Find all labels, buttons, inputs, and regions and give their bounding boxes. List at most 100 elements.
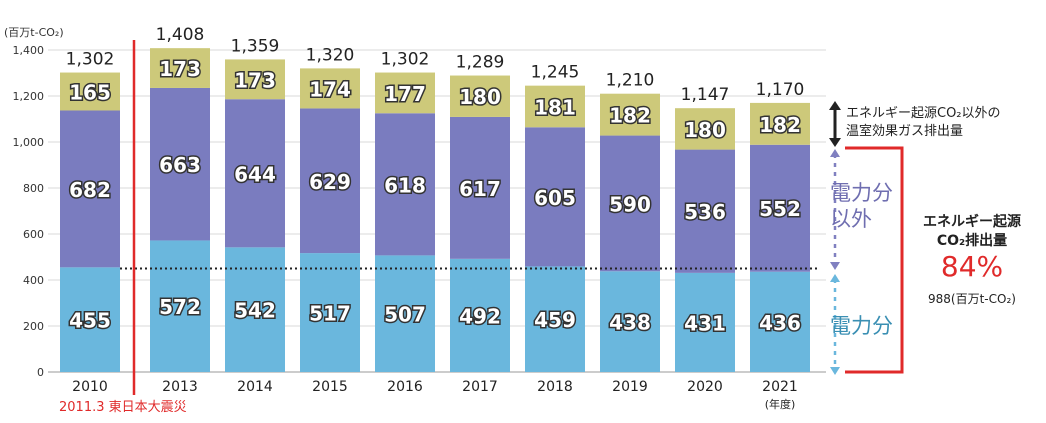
bar-totals: 1,302 1,408 1,359 1,320 1,302 1,289 1,245 1,210… — [66, 25, 805, 105]
x-tick-label: 2013 — [162, 379, 198, 395]
segment-value-label: 629 — [309, 170, 351, 194]
segment-value-label: 572 — [159, 295, 201, 319]
bars: 455 682 165 572 663 173 542 644 173 517 629 174 507 6… — [59, 40, 818, 415]
bar-segment — [450, 116, 510, 259]
bar-segment — [750, 144, 810, 272]
energy-co2-share: 84% — [941, 250, 1003, 283]
bar-segment — [225, 99, 285, 248]
segment-value-label: 542 — [234, 299, 276, 323]
segment-value-label: 181 — [534, 95, 576, 119]
bar-total-label: 1,302 — [381, 50, 430, 70]
right-annotations: エネルギー起源CO₂以外の 温室効果ガス排出量 電力分 以外 電力分 エネルギー… — [829, 101, 1021, 375]
x-tick-label: 2010 — [72, 379, 108, 395]
segment-value-label: 459 — [534, 308, 576, 332]
bar-segment — [150, 48, 210, 88]
segment-value-label: 536 — [684, 200, 726, 224]
y-tick-label: 200 — [23, 320, 44, 333]
bar-total-label: 1,408 — [156, 25, 205, 45]
non-power-label-line1: 電力分 — [830, 181, 893, 205]
bar-segment — [675, 149, 735, 273]
segment-value-label: 605 — [534, 186, 576, 210]
bar-total-label: 1,245 — [531, 63, 580, 83]
bar-segment — [375, 255, 435, 372]
bar-segment — [300, 68, 360, 109]
segment-value-label: 438 — [609, 311, 651, 335]
x-tick-label: 2017 — [462, 379, 498, 395]
segment-value-label: 436 — [759, 311, 801, 335]
segment-value-label: 431 — [684, 311, 726, 335]
energy-co2-bracket — [845, 146, 904, 374]
bar-segment — [525, 266, 585, 372]
non-power-arrow-up-icon — [830, 149, 840, 157]
x-tick-label: 2016 — [387, 379, 423, 395]
segment-value-label: 663 — [159, 153, 201, 177]
bar-segment — [450, 75, 510, 117]
segment-value-label: 173 — [234, 68, 276, 92]
y-tick-label: 600 — [23, 228, 44, 241]
x-tick-label: 2019 — [612, 379, 648, 395]
segment-value-label: 165 — [69, 81, 111, 105]
other-ghg-label-line2: 温室効果ガス排出量 — [846, 123, 963, 139]
bar-total-label: 1,359 — [231, 36, 280, 56]
bar-segment — [60, 72, 120, 111]
bar-segment — [525, 85, 585, 128]
y-tick-label: 1,200 — [13, 90, 45, 103]
y-tick-label: 0 — [37, 366, 44, 379]
segment-value-label: 492 — [459, 304, 501, 328]
bar-segment — [225, 59, 285, 100]
bar-segment — [375, 72, 435, 114]
power-arrow-up-icon — [830, 274, 840, 282]
segment-value-label: 517 — [309, 302, 351, 326]
x-tick-label: 2015 — [312, 379, 348, 395]
bar-total-label: 1,302 — [66, 50, 115, 70]
power-arrow-down-icon — [830, 367, 840, 375]
bar-segment — [300, 253, 360, 372]
non-power-label-line2: 以外 — [830, 207, 872, 231]
y-tick-label: 400 — [23, 274, 44, 287]
x-tick-label: 2021 — [762, 379, 798, 395]
segment-value-label: 507 — [384, 303, 426, 327]
bar-segment — [675, 272, 735, 372]
bar-total-label: 1,289 — [456, 53, 505, 73]
other-ghg-label-line1: エネルギー起源CO₂以外の — [846, 106, 1001, 121]
energy-co2-title: エネルギー起源 — [923, 213, 1021, 230]
other-ghg-arrow-down-icon — [829, 138, 841, 147]
bar-segment — [300, 108, 360, 254]
segment-value-label: 180 — [459, 85, 501, 109]
bar-segment — [60, 110, 120, 268]
bar-segment — [375, 113, 435, 256]
segment-value-label: 618 — [384, 173, 426, 197]
bar-segment — [600, 93, 660, 136]
segment-value-label: 644 — [234, 162, 276, 186]
segment-value-label: 182 — [759, 113, 801, 137]
energy-co2-amount: 988(百万t-CO₂) — [928, 292, 1016, 306]
y-axis-ticks: 0 200 400 600 800 1,000 1,200 1,400 — [13, 44, 45, 379]
x-tick-label: 2018 — [537, 379, 573, 395]
event-marker-label: 2011.3 東日本大震災 — [59, 399, 187, 415]
segment-value-label: 174 — [309, 77, 351, 101]
bar-total-label: 1,147 — [681, 85, 730, 105]
bar-segment — [450, 258, 510, 372]
power-label: 電力分 — [830, 314, 893, 338]
y-tick-label: 1,400 — [13, 44, 45, 57]
bar-segment — [525, 127, 585, 267]
segment-value-label: 180 — [684, 118, 726, 142]
bar-total-label: 1,320 — [306, 45, 355, 65]
bar-segment — [675, 108, 735, 150]
bar-segment — [750, 271, 810, 372]
non-power-arrow-down-icon — [830, 262, 840, 270]
segment-value-label: 455 — [69, 309, 111, 333]
x-tick-label: 2020 — [687, 379, 723, 395]
y-tick-label: 1,000 — [13, 136, 45, 149]
bar-segment — [150, 87, 210, 241]
other-ghg-arrow-up-icon — [829, 101, 841, 110]
bar-total-label: 1,170 — [756, 80, 805, 100]
bar-segment — [600, 135, 660, 272]
segment-value-label: 590 — [609, 192, 651, 216]
segment-value-label: 173 — [159, 57, 201, 81]
x-axis-labels: 2010 2013 2014 2015 2016 2017 2018 2019 2020 2021… — [72, 379, 798, 411]
bar-segment — [150, 240, 210, 372]
segment-value-label: 617 — [459, 177, 501, 201]
bar-total-label: 1,210 — [606, 71, 655, 91]
